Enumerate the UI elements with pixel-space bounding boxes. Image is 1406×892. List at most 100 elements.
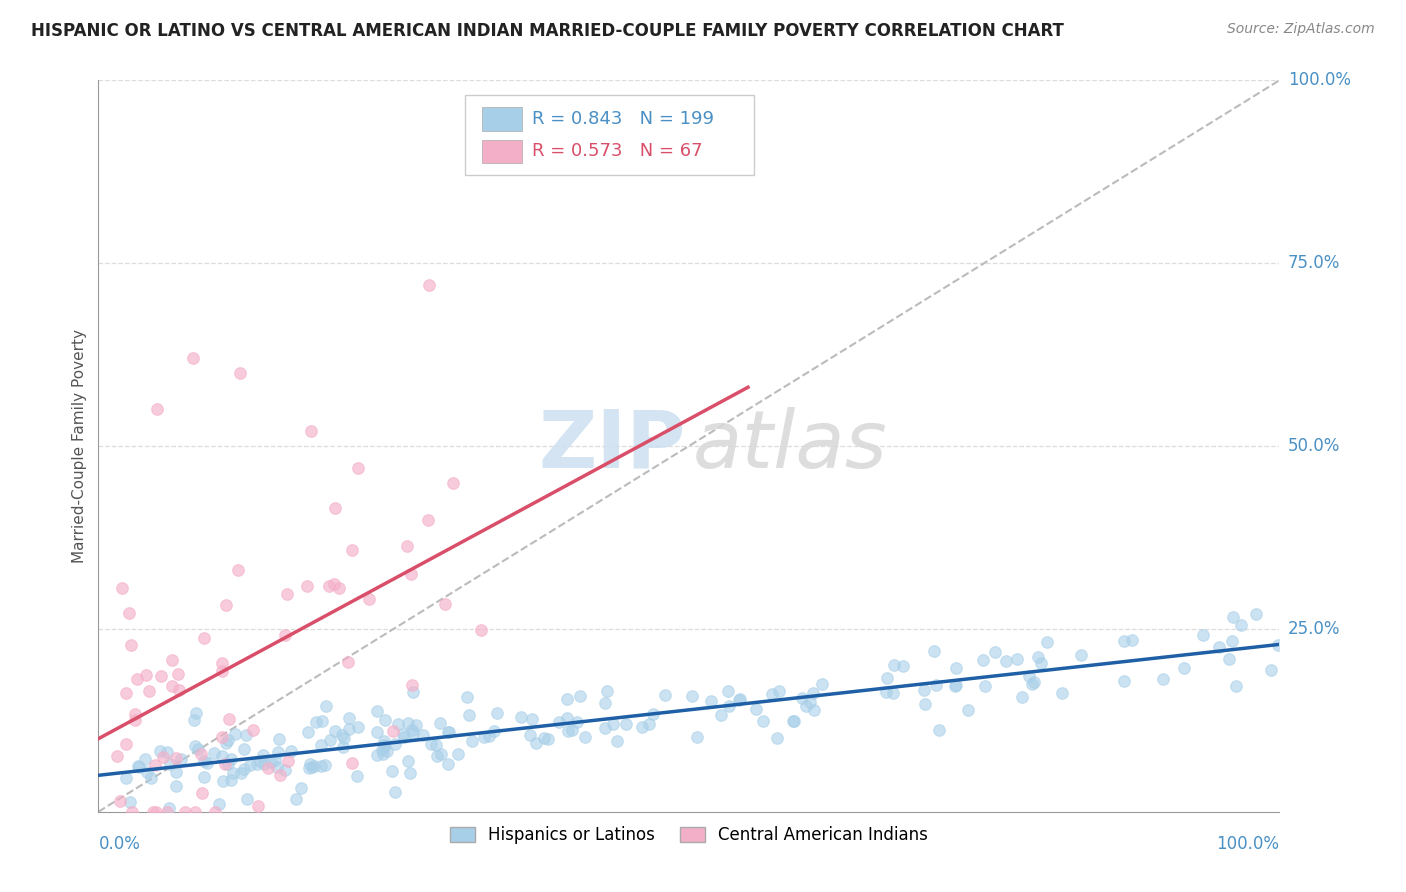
Point — [1005, 651, 1028, 665]
Point — [984, 645, 1007, 659]
Point — [256, 761, 278, 775]
Text: R = 0.843   N = 199: R = 0.843 N = 199 — [531, 110, 714, 128]
Point — [357, 592, 380, 607]
Point — [219, 752, 242, 766]
Point — [337, 722, 360, 736]
Text: 75.0%: 75.0% — [1288, 254, 1340, 272]
Point — [135, 668, 157, 682]
Point — [790, 690, 813, 705]
Point — [912, 682, 935, 697]
Point — [782, 714, 804, 728]
Point — [311, 759, 333, 773]
Point — [167, 667, 190, 681]
Point — [561, 723, 583, 737]
Point — [156, 745, 179, 759]
Point — [333, 731, 356, 745]
Point — [728, 691, 751, 706]
Point — [402, 726, 425, 740]
Point — [593, 697, 616, 711]
Point — [430, 747, 453, 762]
Text: 100.0%: 100.0% — [1216, 835, 1279, 853]
Text: ZIP: ZIP — [538, 407, 685, 485]
Point — [751, 714, 773, 729]
Point — [519, 728, 541, 742]
Point — [202, 746, 225, 760]
Point — [418, 278, 440, 293]
Point — [183, 805, 205, 819]
Point — [347, 461, 370, 475]
Point — [1218, 651, 1240, 665]
Point — [891, 659, 914, 673]
Point — [305, 714, 328, 729]
Point — [374, 714, 396, 728]
Point — [943, 679, 966, 693]
Point — [416, 513, 439, 527]
Point — [1222, 609, 1244, 624]
Point — [381, 764, 404, 779]
Point — [190, 747, 212, 761]
Point — [371, 743, 394, 757]
Point — [1052, 686, 1074, 700]
Point — [548, 715, 571, 730]
Point — [167, 682, 190, 697]
Point — [1121, 632, 1143, 647]
Point — [323, 724, 346, 739]
Point — [299, 425, 322, 439]
Point — [765, 731, 787, 745]
Point — [146, 402, 169, 417]
Point — [336, 655, 359, 669]
Point — [246, 756, 269, 771]
Point — [681, 689, 703, 703]
Text: 0.0%: 0.0% — [98, 835, 141, 853]
Point — [457, 708, 479, 723]
Point — [1225, 679, 1247, 693]
Point — [914, 697, 936, 711]
Point — [269, 731, 291, 746]
Point — [922, 644, 945, 658]
Point — [181, 351, 204, 366]
Point — [1191, 628, 1213, 642]
Point — [401, 678, 423, 692]
Point — [124, 713, 146, 727]
Point — [728, 693, 751, 707]
Point — [447, 747, 470, 761]
Point — [472, 730, 495, 744]
Point — [1018, 669, 1040, 683]
Point — [232, 762, 254, 776]
Point — [170, 752, 193, 766]
Point — [373, 734, 395, 748]
Point — [1208, 640, 1230, 655]
Point — [373, 738, 395, 752]
Point — [193, 755, 215, 769]
Point — [323, 577, 346, 591]
Point — [191, 786, 214, 800]
Point — [1026, 650, 1049, 665]
Point — [928, 723, 950, 737]
Point — [159, 757, 181, 772]
Point — [267, 745, 290, 759]
Point — [121, 805, 143, 819]
Point — [883, 658, 905, 673]
Point — [441, 475, 464, 490]
Point — [120, 638, 142, 652]
Point — [263, 754, 285, 768]
Point — [925, 678, 948, 692]
Point — [429, 716, 451, 731]
Point — [232, 741, 254, 756]
Point — [456, 690, 478, 704]
Point — [945, 661, 967, 675]
Point — [803, 703, 825, 717]
Point — [1114, 673, 1136, 688]
Point — [118, 795, 141, 809]
Point — [420, 738, 443, 752]
Point — [945, 678, 967, 692]
Point — [340, 756, 363, 771]
Point — [253, 756, 276, 771]
Point — [290, 780, 312, 795]
Point — [382, 724, 405, 739]
Point — [366, 705, 388, 719]
Point — [1152, 672, 1174, 686]
FancyBboxPatch shape — [482, 139, 523, 163]
Point — [402, 684, 425, 698]
Point — [239, 758, 262, 772]
